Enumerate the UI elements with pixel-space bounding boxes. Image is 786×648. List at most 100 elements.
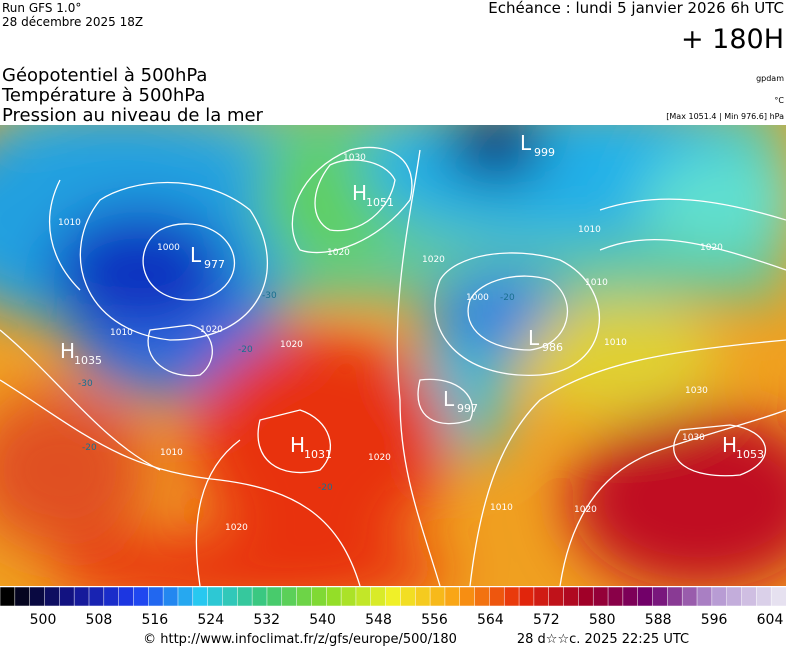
scale-cell [578,586,594,607]
isobar-label: 1010 [58,218,81,228]
isobar-label: 1030 [343,153,366,163]
isobar-label: 1000 [157,243,180,253]
scale-cell [73,586,90,607]
center-value: 1053 [736,448,764,461]
scale-cell [607,586,624,607]
temperature-label: -30 [262,291,277,301]
scale-label: 604 [757,612,784,628]
scale-cell [133,586,150,607]
isobar-label: 1010 [490,503,513,513]
footer-source: © http://www.infoclimat.fr/z/gfs/europe/… [143,632,457,647]
scale-cell [444,586,461,607]
temperature-label: -20 [238,345,253,355]
lead-time: + 180H [681,24,784,55]
scale-cell [340,586,357,607]
scale-cell [652,586,669,607]
temperature-label: -20 [82,443,97,453]
scale-cell [548,586,565,607]
scale-label: 516 [141,612,168,628]
scale-cell [459,586,476,607]
isobar-label: 1010 [604,338,627,348]
footer-date: 28 d☆☆c. 2025 22:25 UTC [517,632,689,647]
isobar-label: 1030 [682,433,705,443]
scale-cell [44,586,61,607]
center-letter: L [443,387,455,411]
scale-cell [148,586,164,607]
scale-cell [88,586,105,607]
isobar-label: 1020 [574,505,597,515]
center-value: 1051 [366,196,394,209]
scale-label: 508 [86,612,113,628]
layer-title: Géopotentiel à 500hPa [2,65,207,86]
scale-cell [103,586,120,607]
unit-label: gpdam [756,74,784,83]
scale-cell [237,586,253,607]
center-value: 986 [542,341,563,354]
color-scale: 500 508 516 524 532 540 548 556 564 572 580 588 596 6… [0,586,786,628]
scale-cell [414,586,431,607]
scale-label: 540 [309,612,336,628]
scale-label: 564 [477,612,504,628]
isobar-label: 1010 [578,225,601,235]
scale-cell [756,586,772,607]
scale-cell [622,586,639,607]
scale-cell [400,586,416,607]
isobars [0,146,786,586]
scale-cell [222,586,239,607]
scale-cell [429,586,446,607]
scale-cell [177,586,194,607]
scale-label: 596 [701,612,728,628]
scale-cell [29,586,46,607]
isobar-label: 1010 [110,328,133,338]
layer-title: Pression au niveau de la mer [2,105,264,126]
scale-label: 548 [365,612,392,628]
scale-cell [741,586,758,607]
isobar-label: 1010 [585,278,608,288]
temperature-label: -20 [318,483,333,493]
scale-cell [192,586,209,607]
scale-cell [637,586,654,607]
scale-cell [696,586,713,607]
scale-cell [667,586,683,607]
isobar-label: 1020 [200,325,223,335]
isobar-label: 1020 [225,523,248,533]
temperature-label: -30 [78,379,93,389]
scale-cell [592,586,609,607]
scale-cell [326,586,342,607]
scale-label: 556 [421,612,448,628]
center-value: 999 [534,146,555,159]
scale-cell [726,586,743,607]
scale-cell [251,586,268,607]
scale-cell [489,586,505,607]
center-letter: L [520,131,532,155]
scale-cell [711,586,728,607]
center-value: 1035 [74,354,102,367]
scale-cell [370,586,387,607]
scale-cell [311,586,328,607]
isobar-label: 1030 [685,386,708,396]
map [0,125,786,586]
scale-label: 532 [253,612,280,628]
scale-cell [355,586,372,607]
scale-cell [281,586,298,607]
unit-label: °C [774,96,784,105]
scale-cell [681,586,698,607]
scale-label: 524 [197,612,224,628]
scale-cell [0,586,16,607]
scale-label: 572 [533,612,560,628]
center-value: 997 [457,402,478,415]
unit-label: [Max 1051.4 | Min 976.6] hPa [666,112,784,121]
isobar-label: 1020 [327,248,350,258]
run-date: 28 décembre 2025 18Z [2,15,143,29]
temperature-label: -20 [500,293,515,303]
scale-cell [162,586,179,607]
isobar-label: 1010 [160,448,183,458]
isobar-label: 1020 [700,243,723,253]
isobar-label: 1020 [422,255,445,265]
center-letter: H [290,433,305,457]
center-letter: L [190,243,202,267]
isobar-label: 1000 [466,293,489,303]
scale-cell [59,586,75,607]
scale-cell [474,586,491,607]
